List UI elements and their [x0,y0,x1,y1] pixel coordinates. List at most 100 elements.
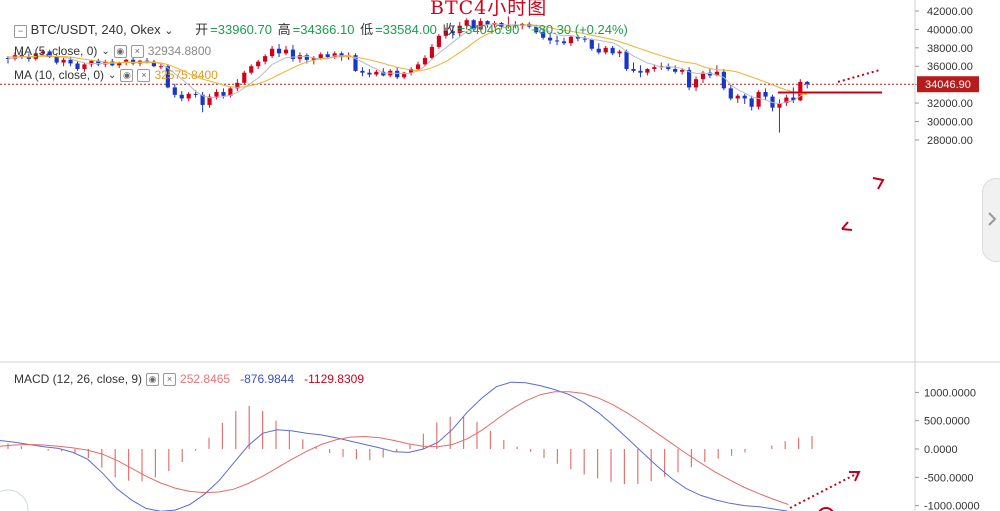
candle-body [429,46,435,58]
candle-body [589,39,594,49]
candle-body [756,92,761,107]
candle-body [652,67,657,70]
candle-body [186,93,191,99]
candle-body [534,26,539,33]
change-value: +80.30 (+0.24%) [531,22,628,37]
candle-body [228,88,233,96]
candle-body [402,72,407,78]
candle-body [165,66,170,88]
candle-body [193,93,198,95]
ma5-label[interactable]: MA (5, close, 0) [14,44,98,58]
candle-body [548,37,553,41]
candle-body [666,66,671,70]
candle-body [96,60,101,65]
candle-body [673,69,678,72]
symbol-label[interactable]: BTC/USDT, 240, Okex [30,22,161,37]
close-label: 收 [442,22,456,37]
ma10-value: 32575.8400 [154,68,218,82]
candle-body [450,31,455,34]
arrowhead-down [841,221,853,231]
candle-body [624,51,629,70]
candle-body [47,51,52,58]
candle-body [68,59,73,64]
open-value: =33960.70 [210,22,272,37]
chevron-down-icon[interactable]: ⌄ [101,45,110,57]
macd-signal-line [0,391,789,505]
macd-y-tick-label: 1000.0000 [924,387,976,399]
candle-body [728,88,733,99]
expand-panel-button[interactable] [982,178,1000,262]
candle-body [117,62,122,66]
candle-body [304,55,309,60]
chart-header: − BTC/USDT, 240, Okex ⌄ 开 =33960.70 高 =343… [14,19,630,38]
candle-body [645,69,650,73]
candle-body [311,57,316,60]
candle-body [443,31,448,36]
candle-body [464,20,469,26]
macd-y-tick-label: -500.0000 [924,472,974,484]
candle-body [603,47,608,53]
candle-body [158,66,163,68]
ma10-label[interactable]: MA (10, close, 0) [14,68,105,82]
close-value: =34046.90 [457,22,520,37]
candle-body [714,71,719,76]
macd-arrowhead [849,471,861,482]
candle-body [172,87,177,95]
collapse-icon[interactable]: − [14,25,27,38]
candle-body [638,70,643,73]
y-tick-label: 32000.00 [927,98,973,110]
candle-body [777,103,782,108]
chevron-right-icon [988,212,997,226]
candle-body [784,97,789,104]
candle-body [561,41,567,44]
macd-label[interactable]: MACD (12, 26, close, 9) [14,372,143,386]
ma5-legend: MA (5, close, 0) ⌄ ◉ × 32934.8800 [14,44,211,58]
eye-icon[interactable]: ◉ [146,372,160,386]
price-badge-bg [917,76,979,93]
y-tick-label: 40000.00 [927,24,973,36]
candle-body [249,66,254,73]
y-tick-label: 42000.00 [927,6,973,18]
chevron-down-icon[interactable]: ⌄ [108,69,117,81]
candle-body [124,59,129,63]
close-icon[interactable]: × [137,68,151,82]
candle-body [151,61,157,67]
macd-projection-arrow [789,472,859,509]
close-icon[interactable]: × [130,44,144,58]
candle-body [256,61,261,67]
eye-icon[interactable]: ◉ [120,68,134,82]
candle-body [276,48,282,54]
eye-icon[interactable]: ◉ [113,44,127,58]
chevron-down-icon[interactable]: ⌄ [164,25,174,37]
candle-body [742,95,747,99]
candle-body [568,36,574,44]
candle-body [680,69,685,72]
ma10-line [8,24,808,96]
candle-body [207,96,212,105]
candle-body [290,49,296,59]
candle-body [353,55,358,71]
ma5-value: 32934.8800 [147,44,212,58]
chart-title-watermark: BTC4小时图 [430,0,548,19]
candle-body [179,94,184,99]
candle-body [687,69,692,88]
candle-body [798,81,803,101]
y-tick-label: 28000.00 [927,135,973,147]
candle-body [89,60,94,65]
macd-y-tick-label: 0.0000 [924,444,958,456]
candle-body [471,20,476,30]
candle-body [360,70,365,73]
candle-body [75,63,80,70]
candle-body [131,59,136,64]
close-icon[interactable]: × [163,372,177,386]
corner-logo-mark [0,489,29,511]
y-tick-label: 36000.00 [927,61,973,73]
candle-body [221,92,226,96]
y-tick-label: 38000.00 [927,43,973,55]
candle-body [693,79,699,88]
low-label: 低 [360,22,374,37]
candle-body [478,21,483,30]
low-value: =33584.00 [375,22,437,37]
high-value: =34366.10 [292,22,355,37]
